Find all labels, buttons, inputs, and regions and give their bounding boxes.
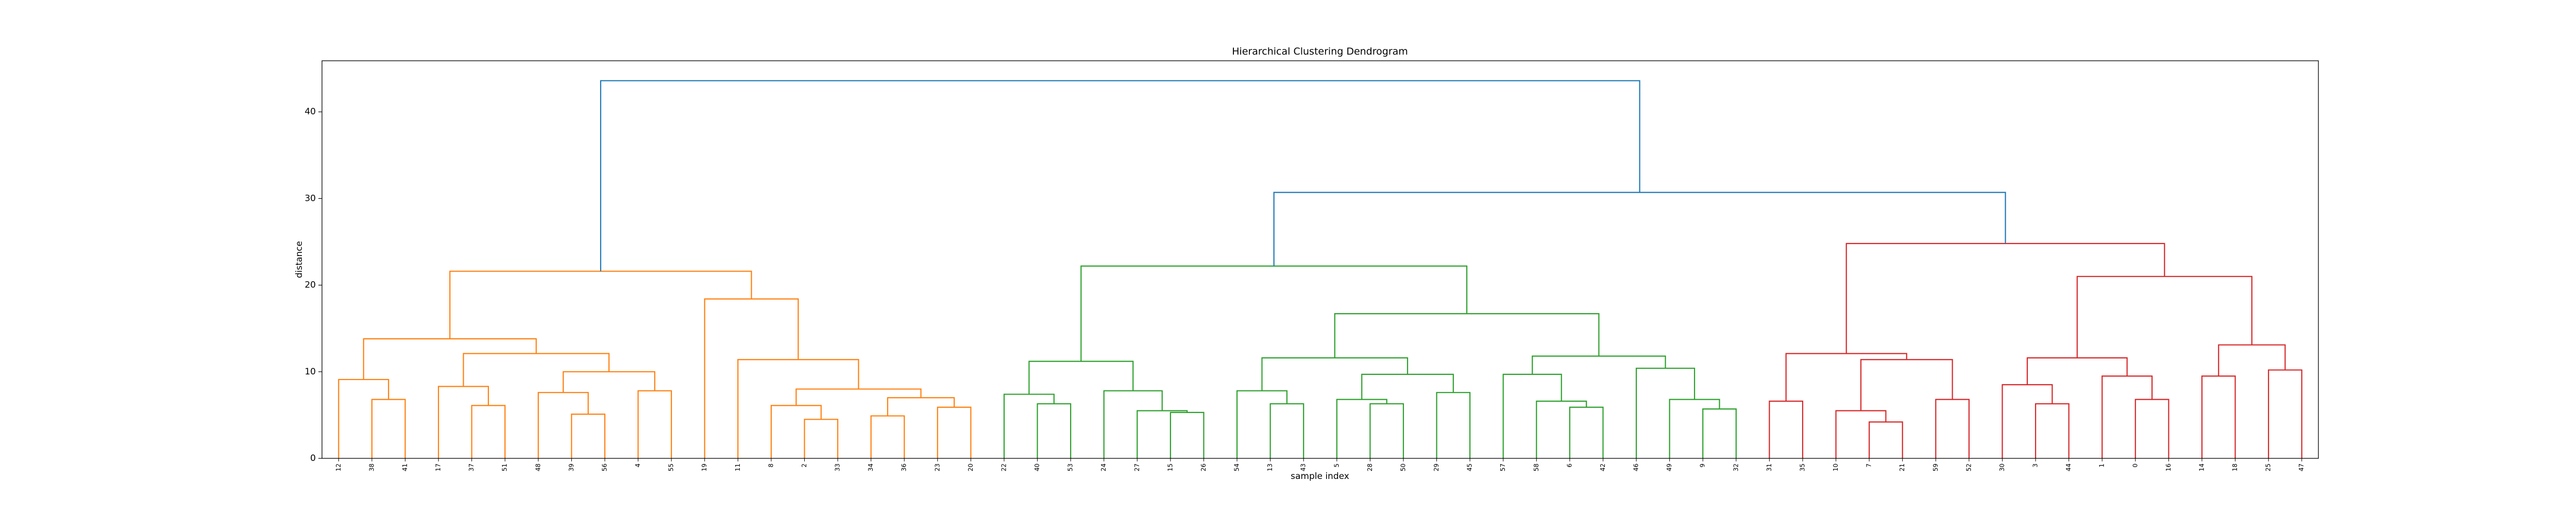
leaf-label: 6 (1566, 464, 1573, 468)
dendrogram-link (1635, 367, 1696, 458)
dendrogram-link (1336, 399, 1387, 458)
leaf-label: 45 (1466, 464, 1473, 471)
leaf-label: 49 (1666, 464, 1673, 471)
leaf-label: 20 (967, 464, 974, 471)
leaf-label: 43 (1300, 464, 1307, 471)
leaf-label: 54 (1233, 464, 1241, 471)
chart-title: Hierarchical Clustering Dendrogram (1232, 46, 1408, 57)
leaf-label: 32 (1732, 464, 1739, 471)
dendrogram-link (2026, 357, 2128, 385)
leaf-label: 18 (2231, 464, 2239, 471)
leaf-label: 7 (1866, 464, 1873, 468)
leaf-label: 12 (335, 464, 342, 471)
leaf-label: 48 (534, 464, 541, 471)
y-tick-label: 30 (304, 193, 316, 203)
leaf-label: 59 (1932, 464, 1939, 471)
leaf-label: 31 (1766, 464, 1773, 471)
dendrogram-link (1334, 313, 1600, 358)
leaf-label: 3 (2032, 464, 2039, 468)
leaf-label: 9 (1699, 464, 1706, 468)
leaf-label: 42 (1599, 464, 1606, 471)
leaf-label: 44 (2065, 464, 2072, 471)
leaf-label: 40 (1033, 464, 1041, 471)
dendrogram-link (449, 270, 752, 339)
leaf-label: 35 (1799, 464, 1806, 471)
leaf-label: 16 (2165, 464, 2172, 471)
leaf-label: 28 (1366, 464, 1374, 471)
dendrogram-link (2218, 344, 2286, 376)
dendrogram-link (1532, 355, 1666, 374)
y-axis-label: distance (294, 241, 304, 278)
leaf-label: 26 (1200, 464, 1207, 471)
leaf-label: 46 (1633, 464, 1640, 471)
x-axis-label: sample index (1291, 471, 1349, 482)
leaf-label: 8 (767, 464, 774, 468)
y-tick-label: 40 (304, 107, 316, 117)
y-tick-label: 10 (304, 367, 316, 377)
y-tick-label: 20 (304, 280, 316, 290)
leaf-label: 57 (1499, 464, 1506, 471)
dendrogram-link (2201, 375, 2236, 458)
leaf-label: 52 (1965, 464, 1972, 471)
y-tick-label: 0 (310, 453, 316, 464)
dendrogram-link (1261, 357, 1409, 391)
dendrogram-link (804, 419, 839, 458)
dendrogram-link (1702, 408, 1737, 458)
leaf-label: 1 (2098, 464, 2106, 468)
dendrogram-link (437, 386, 489, 458)
leaf-label: 11 (734, 464, 741, 471)
dendrogram-link (1669, 399, 1720, 458)
leaf-label: 25 (2265, 464, 2272, 471)
leaf-label: 37 (468, 464, 475, 471)
leaf-label: 5 (1333, 464, 1340, 468)
dendrogram-link (371, 399, 406, 458)
axes-frame (321, 60, 2319, 459)
leaf-label: 29 (1433, 464, 1440, 471)
leaf-label: 14 (2198, 464, 2205, 471)
leaf-label: 47 (2298, 464, 2305, 471)
leaf-label: 27 (1133, 464, 1141, 471)
leaf-label: 17 (435, 464, 442, 471)
dendrogram-link (887, 397, 955, 416)
dendrogram-link (1569, 406, 1604, 458)
leaf-label: 2 (801, 464, 808, 468)
leaf-label: 55 (668, 464, 675, 471)
leaf-label: 21 (1899, 464, 1906, 471)
leaf-label: 24 (1100, 464, 1107, 471)
leaf-label: 38 (368, 464, 375, 471)
leaf-label: 30 (1998, 464, 2006, 471)
leaf-label: 58 (1533, 464, 1540, 471)
leaf-label: 10 (1832, 464, 1839, 471)
leaf-label: 53 (1067, 464, 1074, 471)
dendrogram-link (1935, 399, 1970, 458)
leaf-label: 23 (934, 464, 941, 471)
dendrogram-link (2134, 399, 2170, 458)
leaf-label: 51 (501, 464, 509, 471)
leaf-label: 4 (634, 464, 641, 468)
dendrogram-link (795, 388, 922, 406)
dendrogram-link (937, 406, 972, 458)
leaf-label: 39 (568, 464, 575, 471)
leaf-label: 41 (401, 464, 409, 471)
leaf-label: 13 (1266, 464, 1274, 471)
leaf-label: 56 (601, 464, 608, 471)
leaf-label: 34 (867, 464, 874, 471)
dendrogram-link (338, 379, 389, 458)
leaf-label: 33 (834, 464, 841, 471)
dendrogram-link (600, 80, 1640, 271)
dendrogram-link (1137, 410, 1188, 458)
leaf-label: 36 (901, 464, 908, 471)
leaf-label: 15 (1166, 464, 1174, 471)
leaf-label: 22 (1000, 464, 1007, 471)
leaf-label: 19 (701, 464, 708, 471)
leaf-label: 50 (1399, 464, 1406, 471)
dendrogram-link (1845, 243, 2165, 354)
dendrogram-link (2102, 375, 2153, 458)
dendrogram-link (1835, 410, 1887, 458)
leaf-label: 0 (2131, 464, 2139, 468)
